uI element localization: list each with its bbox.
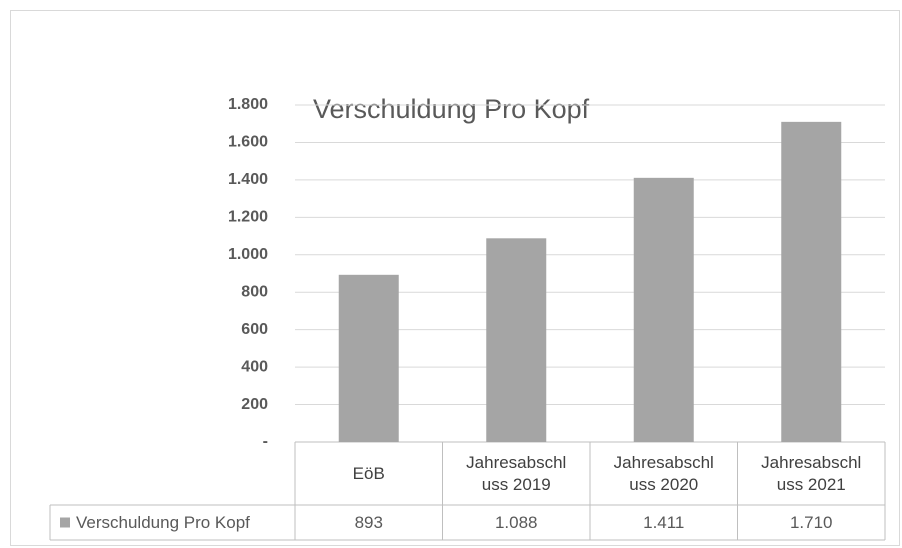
y-tick-label: 600	[241, 321, 268, 338]
chart-title: Verschuldung Pro Kopf	[313, 94, 590, 124]
x-category-label: EöB	[352, 463, 385, 483]
bar	[486, 238, 547, 442]
y-tick-label: 1.000	[228, 246, 268, 263]
y-tick-label: 1.600	[228, 134, 268, 151]
y-tick-label: 1.200	[228, 209, 268, 226]
table-value: 1.411	[643, 513, 684, 532]
legend-label: Verschuldung Pro Kopf	[76, 513, 250, 532]
chart-border	[10, 10, 900, 546]
bar	[633, 177, 694, 442]
y-tick-label: 400	[241, 358, 268, 375]
y-tick-label: 1.800	[228, 96, 268, 113]
x-category-label: Jahresabschluss 2021	[761, 452, 862, 494]
y-tick-label: 200	[241, 396, 268, 413]
table-value: 1.710	[790, 513, 833, 532]
bar	[781, 121, 842, 442]
y-tick-label: 1.400	[228, 171, 268, 188]
legend-key	[60, 517, 70, 528]
y-tick-label: 800	[241, 283, 268, 300]
x-category-label: Jahresabschluss 2019	[466, 452, 567, 494]
bar	[338, 274, 399, 442]
y-tick-label: -	[263, 433, 268, 450]
table-value: 1.088	[495, 513, 538, 532]
x-category-label: Jahresabschluss 2020	[613, 452, 714, 494]
table-value: 893	[355, 513, 383, 532]
